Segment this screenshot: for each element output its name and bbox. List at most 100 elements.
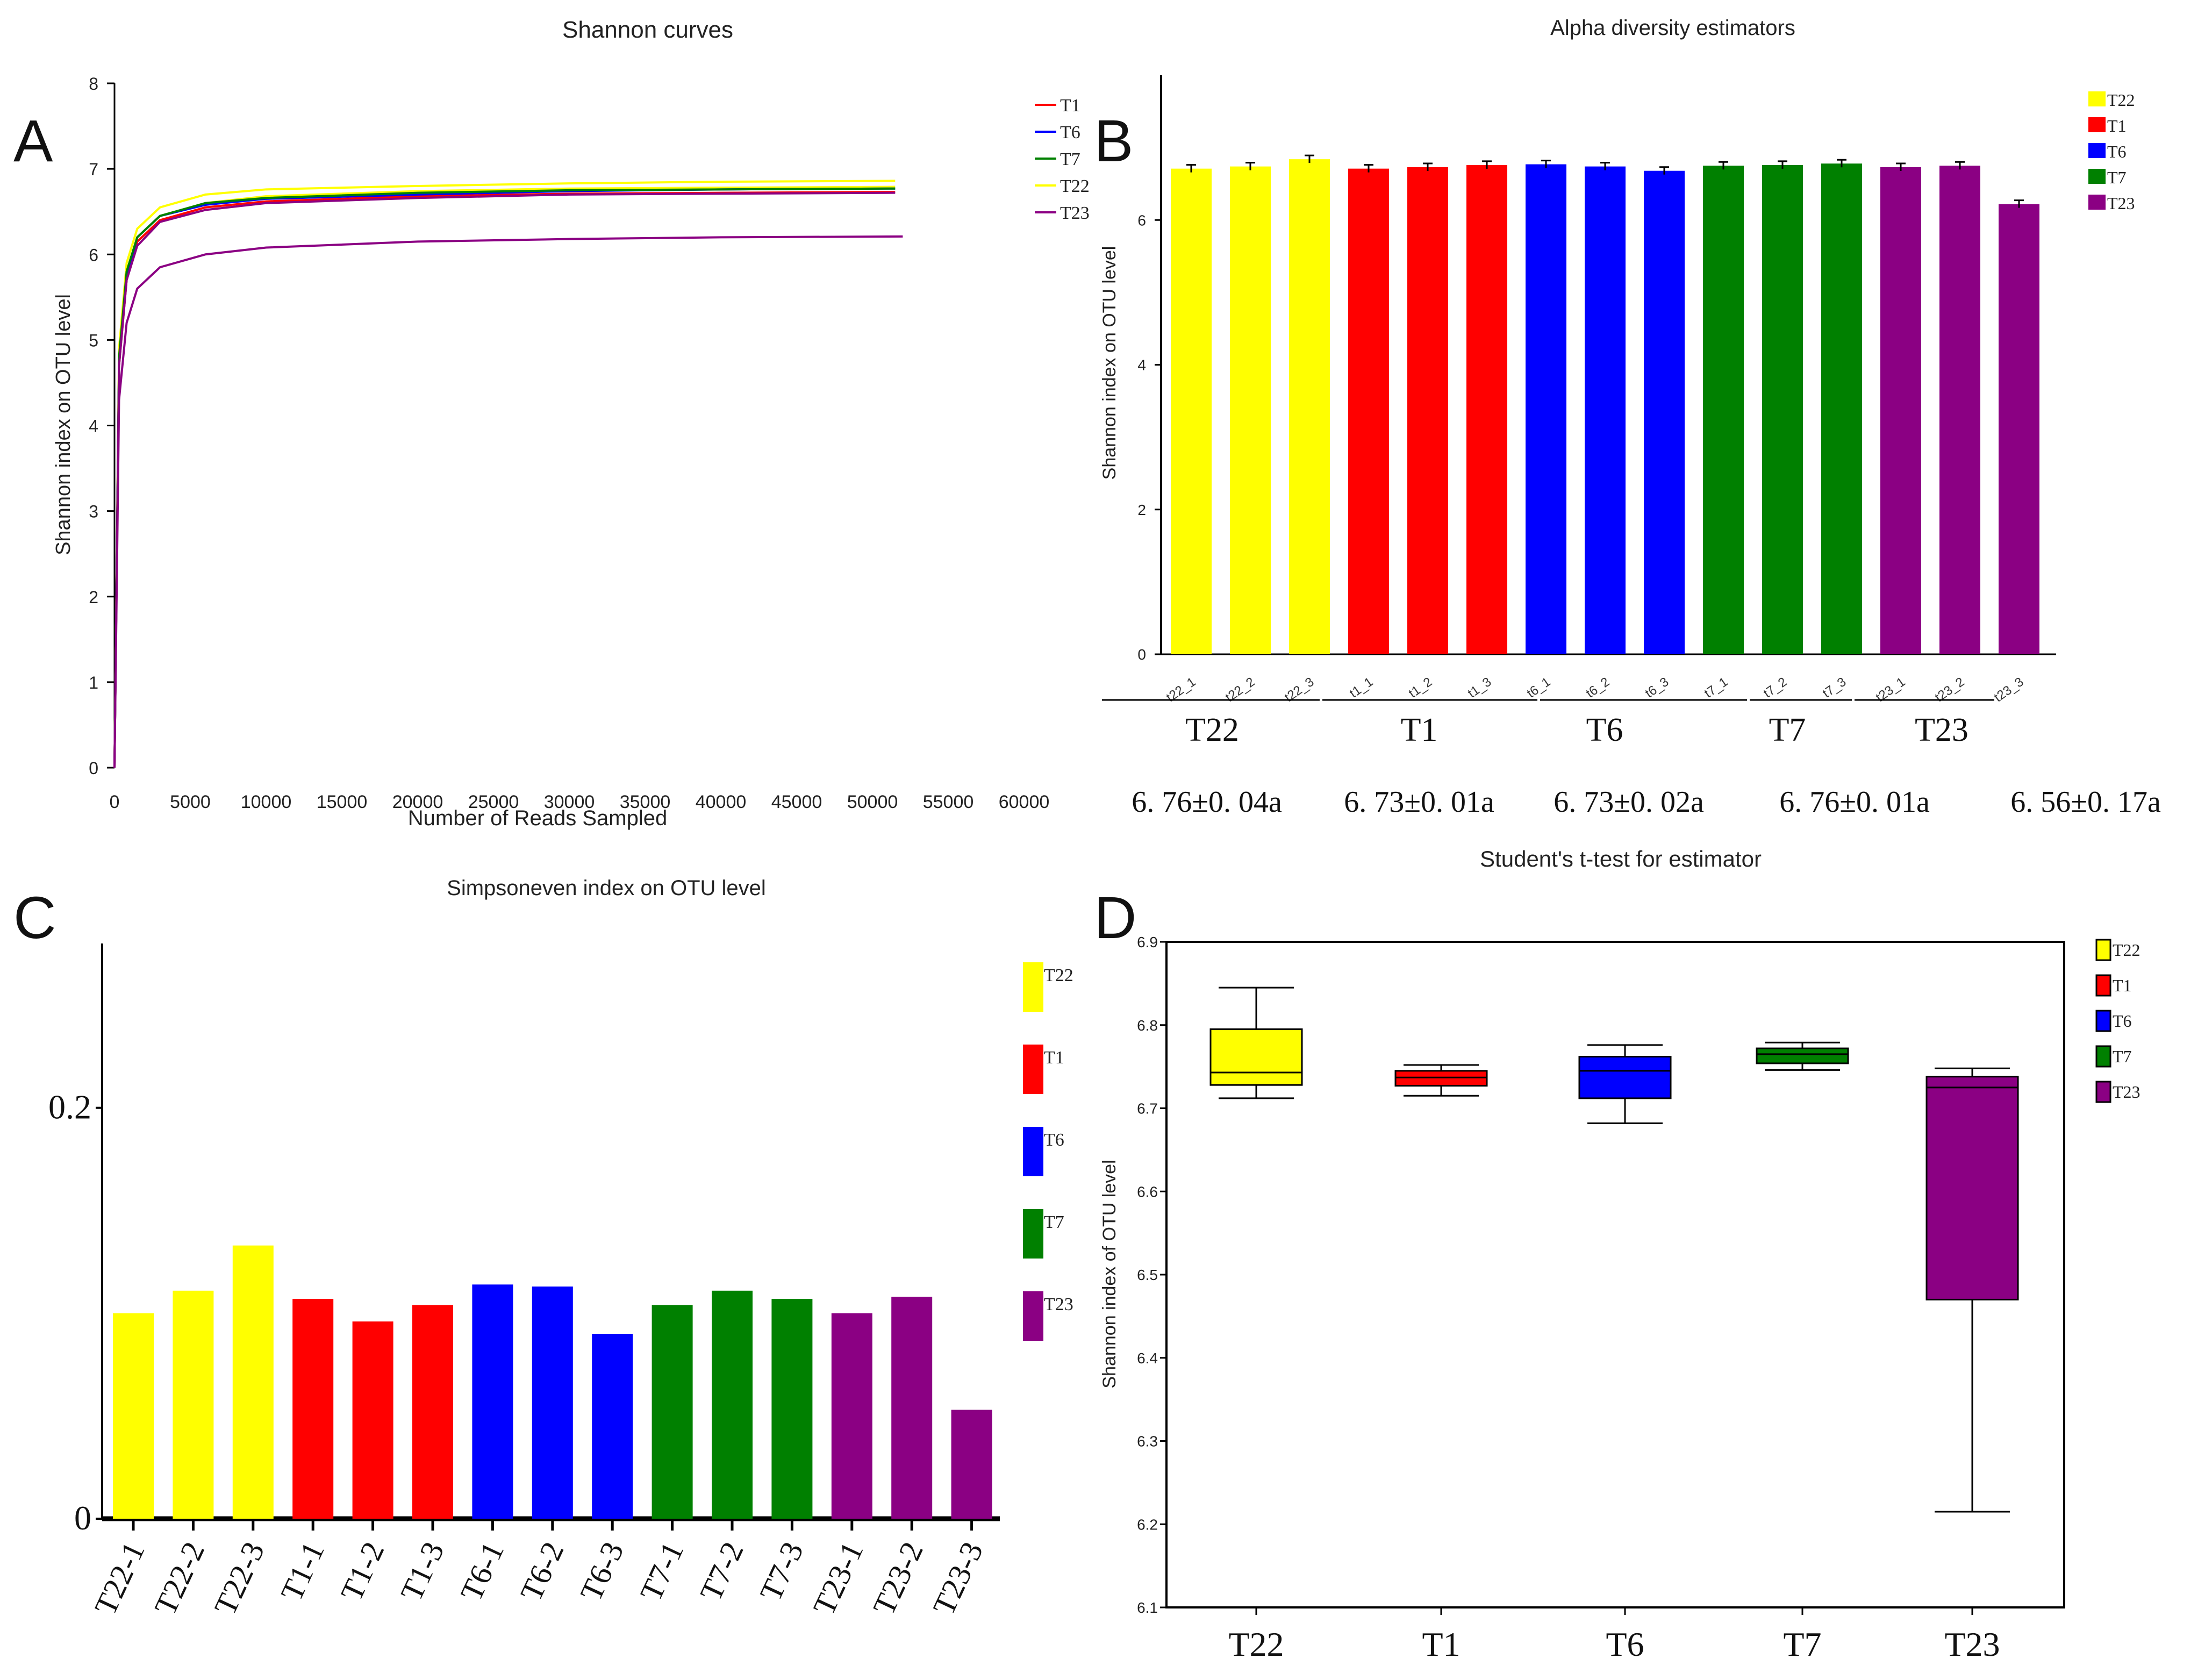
- panel-c-x-tick-label: T7-2: [693, 1536, 750, 1606]
- panel-b-x-tick-label: t1_1: [1347, 675, 1376, 701]
- panel-c-bar: [951, 1410, 992, 1519]
- panel-a-legend-label: T1: [1060, 96, 1080, 116]
- panel-d-box: [1756, 1047, 1849, 1064]
- panel-c-bar: [831, 1313, 872, 1519]
- panel-d-t-test: Student's t-test for estimator 6.1 6.2 6.3 6…: [1099, 846, 2141, 1663]
- panel-d-legend-label: T1: [2113, 976, 2132, 995]
- panel-d-y-tick-label: 6.5: [1137, 1267, 1158, 1283]
- panel-b-y-tick-label: 2: [1137, 502, 1146, 518]
- panel-b-group-label: T7: [1769, 712, 1806, 748]
- panel-b-x-tick-label: t6_3: [1643, 675, 1672, 701]
- panel-c-bar: [173, 1290, 214, 1519]
- panel-d-y-tick-label: 6.1: [1137, 1599, 1158, 1616]
- panel-c-x-tick-label: T6-2: [513, 1536, 571, 1606]
- panel-b-x-tick-label: t23_3: [1992, 675, 2027, 705]
- panel-c-bar: [292, 1299, 334, 1519]
- panel-letter-a: A: [13, 108, 53, 174]
- panel-c-bar: [592, 1334, 633, 1519]
- panel-c-y-tick-label: 0.2: [48, 1088, 91, 1126]
- panel-b-bar: [1703, 166, 1744, 654]
- panel-a-x-tick-label: 55000: [923, 792, 974, 812]
- panel-a-x-tick-label: 45000: [771, 792, 822, 812]
- panel-d-legend-label: T7: [2113, 1047, 2132, 1066]
- panel-d-y-label: Shannon index of OTU level: [1099, 1160, 1120, 1388]
- panel-b-group-label: T6: [1586, 712, 1623, 748]
- panel-d-legend-label: T22: [2113, 940, 2141, 960]
- panel-c-simpsoneven: Simpsoneven index on OTU level00.2T22-1T…: [48, 876, 1073, 1620]
- panel-b-x-tick-label: t1_2: [1406, 675, 1435, 701]
- panel-a-legend-label: T6: [1060, 123, 1080, 142]
- panel-a-legend-label: T23: [1060, 203, 1090, 223]
- panel-b-group-label: T1: [1401, 712, 1438, 748]
- panel-d-y-tick-label: 6.4: [1137, 1350, 1158, 1367]
- panel-c-legend-label: T6: [1044, 1130, 1064, 1150]
- panel-d-legend-swatch: [2095, 1045, 2111, 1068]
- panel-d-x-tick-label: T23: [1944, 1625, 2000, 1663]
- panel-c-bar: [352, 1321, 393, 1519]
- panel-b-group-label: T23: [1915, 712, 1968, 748]
- panel-a-y-tick-label: 6: [89, 245, 98, 264]
- panel-c-x-tick-label: T1-1: [274, 1536, 331, 1606]
- panel-a-x-tick-label: 30000: [544, 792, 595, 812]
- panel-d-box: [1394, 1070, 1488, 1087]
- panel-c-x-tick-label: T22-3: [207, 1536, 271, 1620]
- panel-a-series-line: [113, 185, 896, 768]
- panel-b-x-tick-label: t7_3: [1820, 675, 1849, 701]
- panel-b-legend-label: T23: [2107, 194, 2135, 213]
- panel-c-bar: [232, 1245, 274, 1519]
- panel-b-bar: [1466, 165, 1507, 654]
- panel-d-y-tick-label: 6.9: [1137, 934, 1158, 950]
- panel-c-x-tick-label: T22-2: [147, 1536, 211, 1620]
- panel-a-series-line: [113, 180, 896, 768]
- panel-a-x-tick-label: 15000: [317, 792, 368, 812]
- panel-c-legend-label: T22: [1044, 966, 1073, 985]
- panel-b-bar: [1880, 167, 1921, 654]
- panel-d-box: [1578, 1056, 1672, 1099]
- panel-a-series-line: [113, 191, 896, 768]
- panel-b-legend-swatch: [2088, 91, 2106, 106]
- panel-d-y-tick-label: 6.6: [1137, 1183, 1158, 1200]
- panel-a-x-tick-label: 0: [110, 792, 120, 812]
- panel-c-legend-swatch: [1023, 1127, 1043, 1176]
- panel-b-bar: [1762, 165, 1803, 654]
- panel-c-x-tick-label: T23-2: [866, 1536, 930, 1620]
- stat-value: 6. 76±0. 01a: [1779, 785, 1930, 819]
- stat-value: 6. 76±0. 04a: [1132, 785, 1282, 819]
- panel-a-y-tick-label: 4: [89, 417, 98, 436]
- panel-c-x-tick-label: T23-3: [926, 1536, 990, 1620]
- panel-b-group-label: T22: [1185, 712, 1239, 748]
- panel-a-title: Shannon curves: [562, 17, 733, 43]
- panel-a-x-tick-label: 60000: [999, 792, 1050, 812]
- panel-b-bar: [1289, 159, 1330, 654]
- panel-b-legend-label: T7: [2107, 168, 2127, 187]
- panel-b-bar: [1939, 166, 1980, 654]
- panel-a-series-line: [113, 187, 896, 768]
- stat-value: 6. 73±0. 02a: [1554, 785, 1704, 819]
- panel-a-y-tick-label: 7: [89, 160, 98, 179]
- panel-c-bar: [113, 1313, 154, 1519]
- panel-d-y-tick-label: 6.8: [1137, 1017, 1158, 1034]
- panel-b-bar: [1999, 204, 2039, 654]
- panel-b-bar: [1821, 163, 1862, 654]
- panel-d-y-tick-label: 6.3: [1137, 1433, 1158, 1450]
- panel-b-legend-label: T6: [2107, 142, 2127, 161]
- panel-c-bar: [532, 1286, 573, 1519]
- panel-c-legend-label: T7: [1044, 1212, 1064, 1232]
- panel-b-legend-swatch: [2088, 117, 2106, 132]
- panel-c-x-tick-label: T1-3: [393, 1536, 451, 1606]
- panel-a-y-tick-label: 1: [89, 673, 98, 692]
- panel-a-x-tick-label: 20000: [392, 792, 443, 812]
- panel-a-legend-label: T7: [1060, 149, 1080, 169]
- panel-a-y-tick-label: 0: [89, 759, 98, 778]
- panel-b-title: Alpha diversity estimators: [1550, 16, 1795, 40]
- panel-c-y-tick-label: 0: [74, 1499, 91, 1537]
- panel-a-x-tick-label: 40000: [696, 792, 747, 812]
- panel-d-legend-swatch: [2095, 1081, 2111, 1103]
- panel-c-legend-swatch: [1023, 1291, 1043, 1341]
- panel-d-title: Student's t-test for estimator: [1480, 846, 1762, 871]
- panel-c-legend-label: T23: [1044, 1295, 1073, 1314]
- panel-a-series-line: [113, 235, 903, 768]
- panel-c-x-tick-label: T22-1: [88, 1536, 152, 1620]
- panel-d-legend-label: T6: [2113, 1011, 2132, 1031]
